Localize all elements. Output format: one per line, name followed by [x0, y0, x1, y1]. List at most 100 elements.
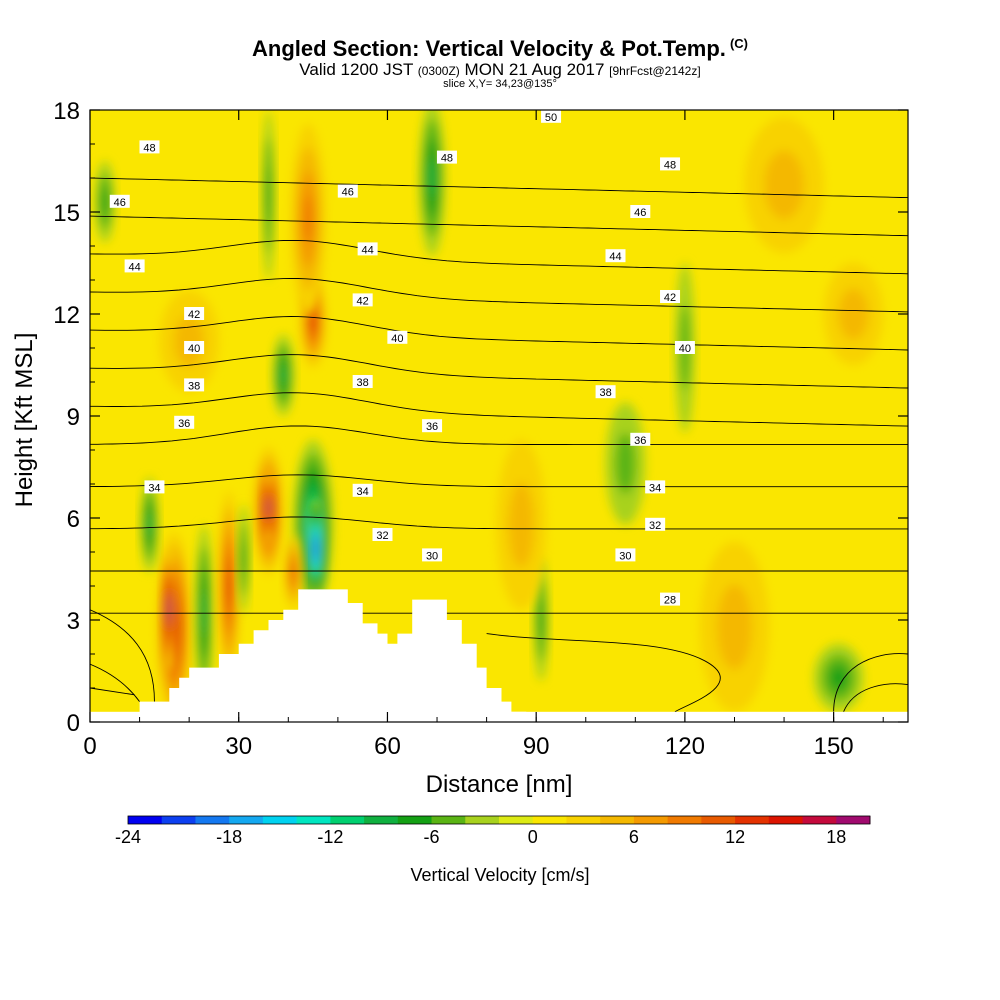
colorbar-swatch	[768, 816, 804, 824]
title-units-tag: (C)	[729, 36, 748, 51]
y-tick-label: 6	[67, 506, 80, 533]
colorbar-tick-label: -12	[317, 827, 343, 847]
theta-label: 46	[109, 194, 130, 209]
velocity-cell	[284, 535, 303, 610]
theta-label-bg	[352, 375, 373, 388]
colorbar-swatch	[499, 816, 534, 824]
theta-label-bg	[422, 419, 443, 433]
theta-label-bg	[645, 480, 666, 494]
velocity-cell	[699, 541, 770, 712]
theta-label: 44	[605, 249, 626, 263]
terrain	[90, 589, 908, 722]
theta-contour	[90, 687, 135, 696]
theta-label: 34	[645, 480, 666, 494]
theta-label-bg	[660, 157, 681, 171]
velocity-cell	[262, 110, 275, 280]
velocity-band	[764, 150, 804, 219]
theta-label-text: 40	[679, 343, 691, 355]
colorbar-tick-label: 6	[629, 827, 639, 847]
theta-label: 46	[630, 205, 651, 219]
title-main: Angled Section: Vertical Velocity & Pot.…	[252, 36, 726, 61]
velocity-band	[168, 603, 171, 616]
colorbar-swatch	[296, 816, 331, 824]
theta-label-bg	[337, 184, 358, 198]
theta-label: 44	[124, 259, 145, 273]
colorbar-tick-label: 12	[725, 827, 745, 847]
colorbar-label: Vertical Velocity [cm/s]	[410, 865, 589, 885]
theta-label: 30	[615, 548, 636, 562]
colorbar-swatch	[667, 816, 702, 824]
theta-label-text: 42	[664, 292, 676, 304]
velocity-cell	[237, 504, 250, 614]
velocity-band	[101, 188, 109, 216]
colorbar-swatch	[532, 816, 567, 824]
theta-label: 38	[352, 375, 373, 389]
theta-label-bg	[174, 415, 195, 429]
theta-label: 40	[674, 341, 695, 355]
x-tick-label: 30	[225, 733, 252, 760]
theta-label-bg	[387, 330, 408, 344]
theta-label: 42	[352, 293, 373, 307]
theta-contour	[486, 633, 721, 713]
theta-label: 42	[184, 307, 205, 321]
theta-contour	[90, 516, 908, 530]
theta-label-text: 34	[357, 486, 369, 498]
velocity-band	[310, 312, 316, 329]
theta-contour	[90, 177, 908, 199]
theta-label: 46	[337, 184, 358, 199]
colorbar-swatch	[566, 816, 601, 824]
theta-label-bg	[352, 483, 373, 497]
theta-label-bg	[630, 432, 651, 446]
velocity-band	[717, 584, 752, 670]
theta-label-bg	[615, 548, 636, 562]
velocity-cell	[290, 123, 326, 314]
valid-prefix: Valid 1200 JST	[299, 60, 414, 79]
forecast-tag: [9hrFcst@2142z]	[609, 64, 701, 78]
theta-label: 38	[184, 378, 205, 392]
velocity-band	[303, 195, 313, 243]
velocity-band	[226, 570, 231, 602]
theta-contours	[90, 177, 908, 713]
valid-utc: (0300Z)	[417, 64, 460, 78]
theta-label-bg	[436, 150, 457, 164]
theta-label: 34	[144, 480, 165, 494]
theta-label-bg	[645, 517, 666, 531]
y-tick-label: 0	[67, 710, 80, 737]
theta-label-text: 48	[664, 159, 676, 171]
theta-label: 36	[630, 432, 651, 447]
theta-label: 48	[660, 157, 681, 171]
theta-contour	[90, 425, 908, 446]
x-tick-label: 60	[374, 733, 401, 760]
colorbar-tick-label: -6	[424, 827, 440, 847]
theta-label-bg	[605, 249, 626, 263]
theta-label-text: 36	[178, 418, 190, 430]
theta-label: 42	[660, 290, 681, 304]
theta-label-text: 28	[664, 595, 676, 607]
theta-label: 32	[372, 528, 393, 542]
velocity-band	[508, 482, 534, 568]
theta-contour	[90, 474, 908, 488]
velocity-cell	[161, 548, 178, 671]
theta-label-text: 50	[545, 112, 557, 124]
theta-label-bg	[674, 341, 695, 354]
theta-label-text: 30	[619, 550, 631, 562]
theta-label: 32	[645, 517, 666, 532]
velocity-cell	[533, 558, 549, 682]
theta-label-text: 36	[634, 435, 646, 447]
colorbar-swatch	[465, 816, 500, 824]
x-tick-label: 0	[83, 733, 96, 760]
theta-label: 40	[387, 330, 408, 345]
theta-contour	[90, 215, 908, 237]
colorbar-swatch	[802, 816, 837, 824]
x-tick-label: 90	[523, 733, 550, 760]
theta-label: 38	[595, 385, 616, 399]
velocity-band	[291, 564, 296, 580]
theta-label: 48	[139, 140, 160, 154]
theta-label-bg	[422, 548, 443, 562]
colorbar-swatch	[364, 816, 399, 824]
y-tick-label: 18	[53, 98, 80, 125]
colorbar-frame	[127, 815, 871, 825]
chart-title: Angled Section: Vertical Velocity & Pot.…	[0, 36, 1000, 62]
colorbar-swatch	[701, 816, 736, 824]
